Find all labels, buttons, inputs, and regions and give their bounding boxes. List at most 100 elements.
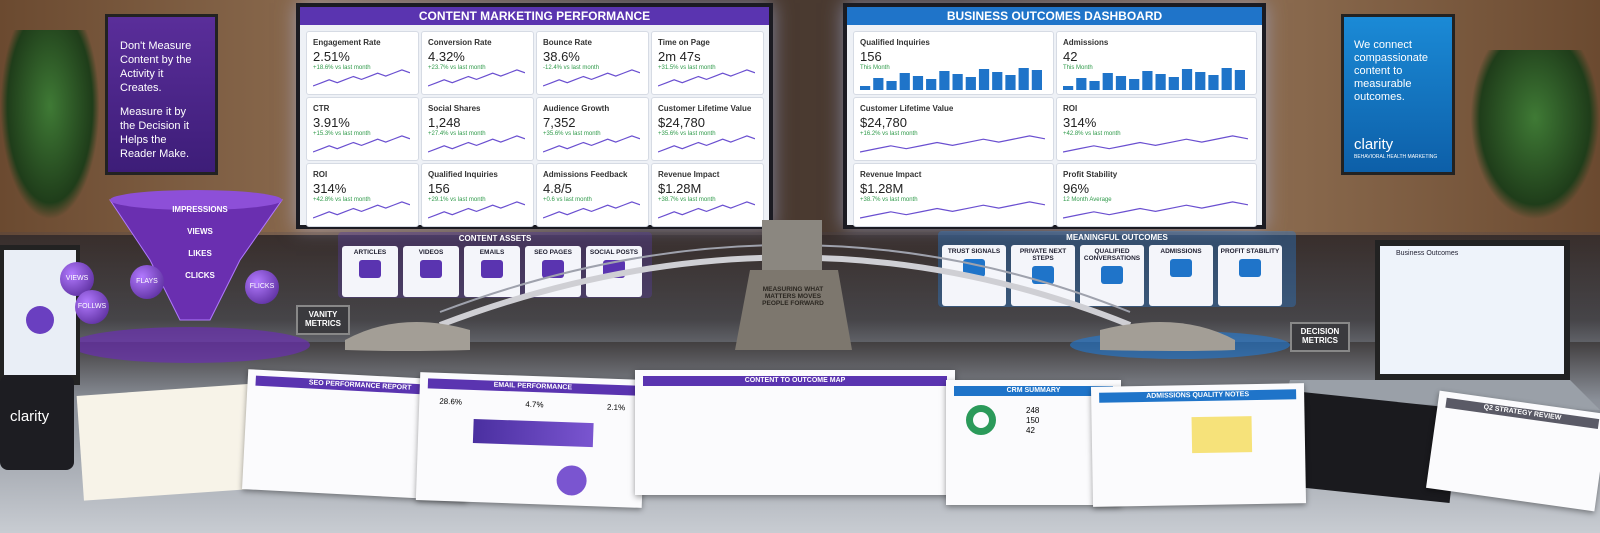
- metric-value: $1.28M: [658, 181, 702, 196]
- funnel-level: VIEWS: [187, 227, 213, 236]
- metric-value: 96%: [1063, 181, 1090, 196]
- funnel-level: CLICKS: [185, 271, 215, 280]
- asset-card: ARTICLES: [342, 246, 398, 297]
- sparkline: [1063, 68, 1245, 90]
- hand: [1100, 322, 1235, 351]
- orb: FLICKS: [245, 270, 279, 304]
- decor-line: [543, 69, 640, 87]
- card-label: VIDEOS: [418, 249, 444, 256]
- metric-value: $24,780: [658, 115, 705, 130]
- card-icon: [1170, 259, 1192, 277]
- metric-value: 4.32%: [428, 49, 465, 64]
- sparkline: [860, 68, 1042, 90]
- sparkline: [543, 69, 640, 87]
- decor-line: [658, 201, 755, 219]
- card-label: SOCIAL POSTS: [589, 249, 639, 256]
- decor-bar: [1142, 71, 1153, 90]
- mug-brand: clarity: [10, 408, 50, 425]
- decor-bar: [978, 69, 990, 90]
- funnel-level: IMPRESSIONS: [172, 205, 228, 214]
- card-icon: [359, 260, 381, 278]
- metric-value: 3.91%: [313, 115, 350, 130]
- metric-value: 314%: [313, 181, 347, 196]
- asset-card: VIDEOS: [403, 246, 459, 297]
- decor-bar: [1115, 76, 1127, 90]
- decor-bar: [1076, 78, 1087, 90]
- doc-title: EMAIL PERFORMANCE: [427, 378, 638, 396]
- sparkline: [860, 135, 1045, 153]
- metric-label: Customer Lifetime Value: [860, 104, 954, 113]
- metric-label: Profit Stability: [1063, 170, 1118, 179]
- decor-bar: [965, 77, 976, 90]
- card-label: ADMISSIONS: [1160, 248, 1202, 255]
- stat: 28.6%: [439, 396, 463, 407]
- metric-tile: Engagement Rate 2.51% +18.6% vs last month: [306, 31, 419, 95]
- metric-change: +38.7% vs last month: [658, 197, 716, 203]
- card-label: QUALIFIED CONVERSATIONS: [1083, 248, 1141, 262]
- sparkline: [313, 201, 410, 219]
- orbs: VIEWS FOLLWS FLAYS FLICKS: [0, 0, 279, 324]
- decor-bar: [952, 74, 963, 90]
- decor-bar: [926, 79, 937, 90]
- funnel-rim: [110, 190, 282, 210]
- card-label: EMAILS: [479, 249, 505, 256]
- decor-line: [1063, 135, 1248, 153]
- decor-bar: [1155, 74, 1166, 90]
- decor-bar: [1102, 73, 1113, 90]
- panel-title: CONTENT ASSETS: [458, 234, 532, 243]
- decor-bar: [1221, 68, 1232, 90]
- decor-bar: [886, 81, 897, 90]
- stat: 150: [1026, 416, 1040, 425]
- decor-bar: [992, 72, 1003, 90]
- metric-label: CTR: [313, 104, 330, 113]
- dashboard-title: BUSINESS OUTCOMES DASHBOARD: [847, 7, 1262, 25]
- decor-line: [543, 201, 640, 219]
- card-label: PRIVATE NEXT STEPS: [1019, 248, 1067, 262]
- metric-tile: Audience Growth 7,352 +35.6% vs last month: [536, 97, 649, 161]
- metric-change: +18.6% vs last month: [313, 65, 371, 71]
- decor-line: [1063, 201, 1248, 219]
- decor-bar: [1168, 77, 1179, 90]
- vanity-sign: VANITY METRICS: [296, 305, 350, 335]
- metric-tile: Conversion Rate 4.32% +23.7% vs last month: [421, 31, 534, 95]
- metric-label: Admissions Feedback: [543, 170, 628, 179]
- panel-title: MEANINGFUL OUTCOMES: [1066, 233, 1168, 242]
- metric-change: This Month: [860, 65, 890, 71]
- metric-change: +15.3% vs last month: [313, 131, 371, 137]
- decor-line: [860, 135, 1045, 153]
- card-icon: [1239, 259, 1261, 277]
- mug: [0, 375, 74, 470]
- funnel-level: LIKES: [188, 249, 212, 258]
- card-icon: [420, 260, 442, 278]
- decor-bar: [1018, 68, 1029, 90]
- decor-line: [658, 69, 755, 87]
- metric-change: +35.6% vs last month: [543, 131, 601, 137]
- sparkline: [428, 135, 525, 153]
- stat: 248: [1026, 406, 1040, 415]
- decor-line: [313, 201, 410, 219]
- card-icon: [1101, 266, 1123, 284]
- card-icon: [481, 260, 503, 278]
- metric-label: Conversion Rate: [428, 38, 492, 47]
- metric-value: 314%: [1063, 115, 1097, 130]
- doc-title: CRM SUMMARY: [954, 386, 1113, 396]
- metric-change: 12 Month Average: [1063, 197, 1112, 203]
- metric-tile: Time on Page 2m 47s +31.5% vs last month: [651, 31, 764, 95]
- metric-label: Revenue Impact: [658, 170, 720, 179]
- asset-card: PROFIT STABILITY: [1218, 245, 1282, 306]
- metric-value: 38.6%: [543, 49, 580, 64]
- metric-tile: Bounce Rate 38.6% -12.4% vs last month: [536, 31, 649, 95]
- poster-line: Measure it by the Decision it Helps the …: [120, 106, 190, 160]
- metric-label: Qualified Inquiries: [860, 38, 930, 47]
- metric-change: +23.7% vs last month: [428, 65, 486, 71]
- bridge-plaque: MEASURING WHAT MATTERS MOVES PEOPLE FORW…: [762, 286, 824, 307]
- funnel-labels: IMPRESSIONS VIEWS LIKES CLICKS: [150, 205, 250, 305]
- metric-tile: Revenue Impact $1.28M +38.7% vs last month: [853, 163, 1054, 227]
- metric-tile: Qualified Inquiries 156 +29.1% vs last mon…: [421, 163, 534, 227]
- decor-line: [860, 201, 1045, 219]
- decor-bar: [1005, 75, 1016, 90]
- content-dashboard: CONTENT MARKETING PERFORMANCE Engagement…: [296, 3, 773, 229]
- hand: [345, 322, 470, 351]
- metric-tile: Revenue Impact $1.28M +38.7% vs last month: [651, 163, 764, 227]
